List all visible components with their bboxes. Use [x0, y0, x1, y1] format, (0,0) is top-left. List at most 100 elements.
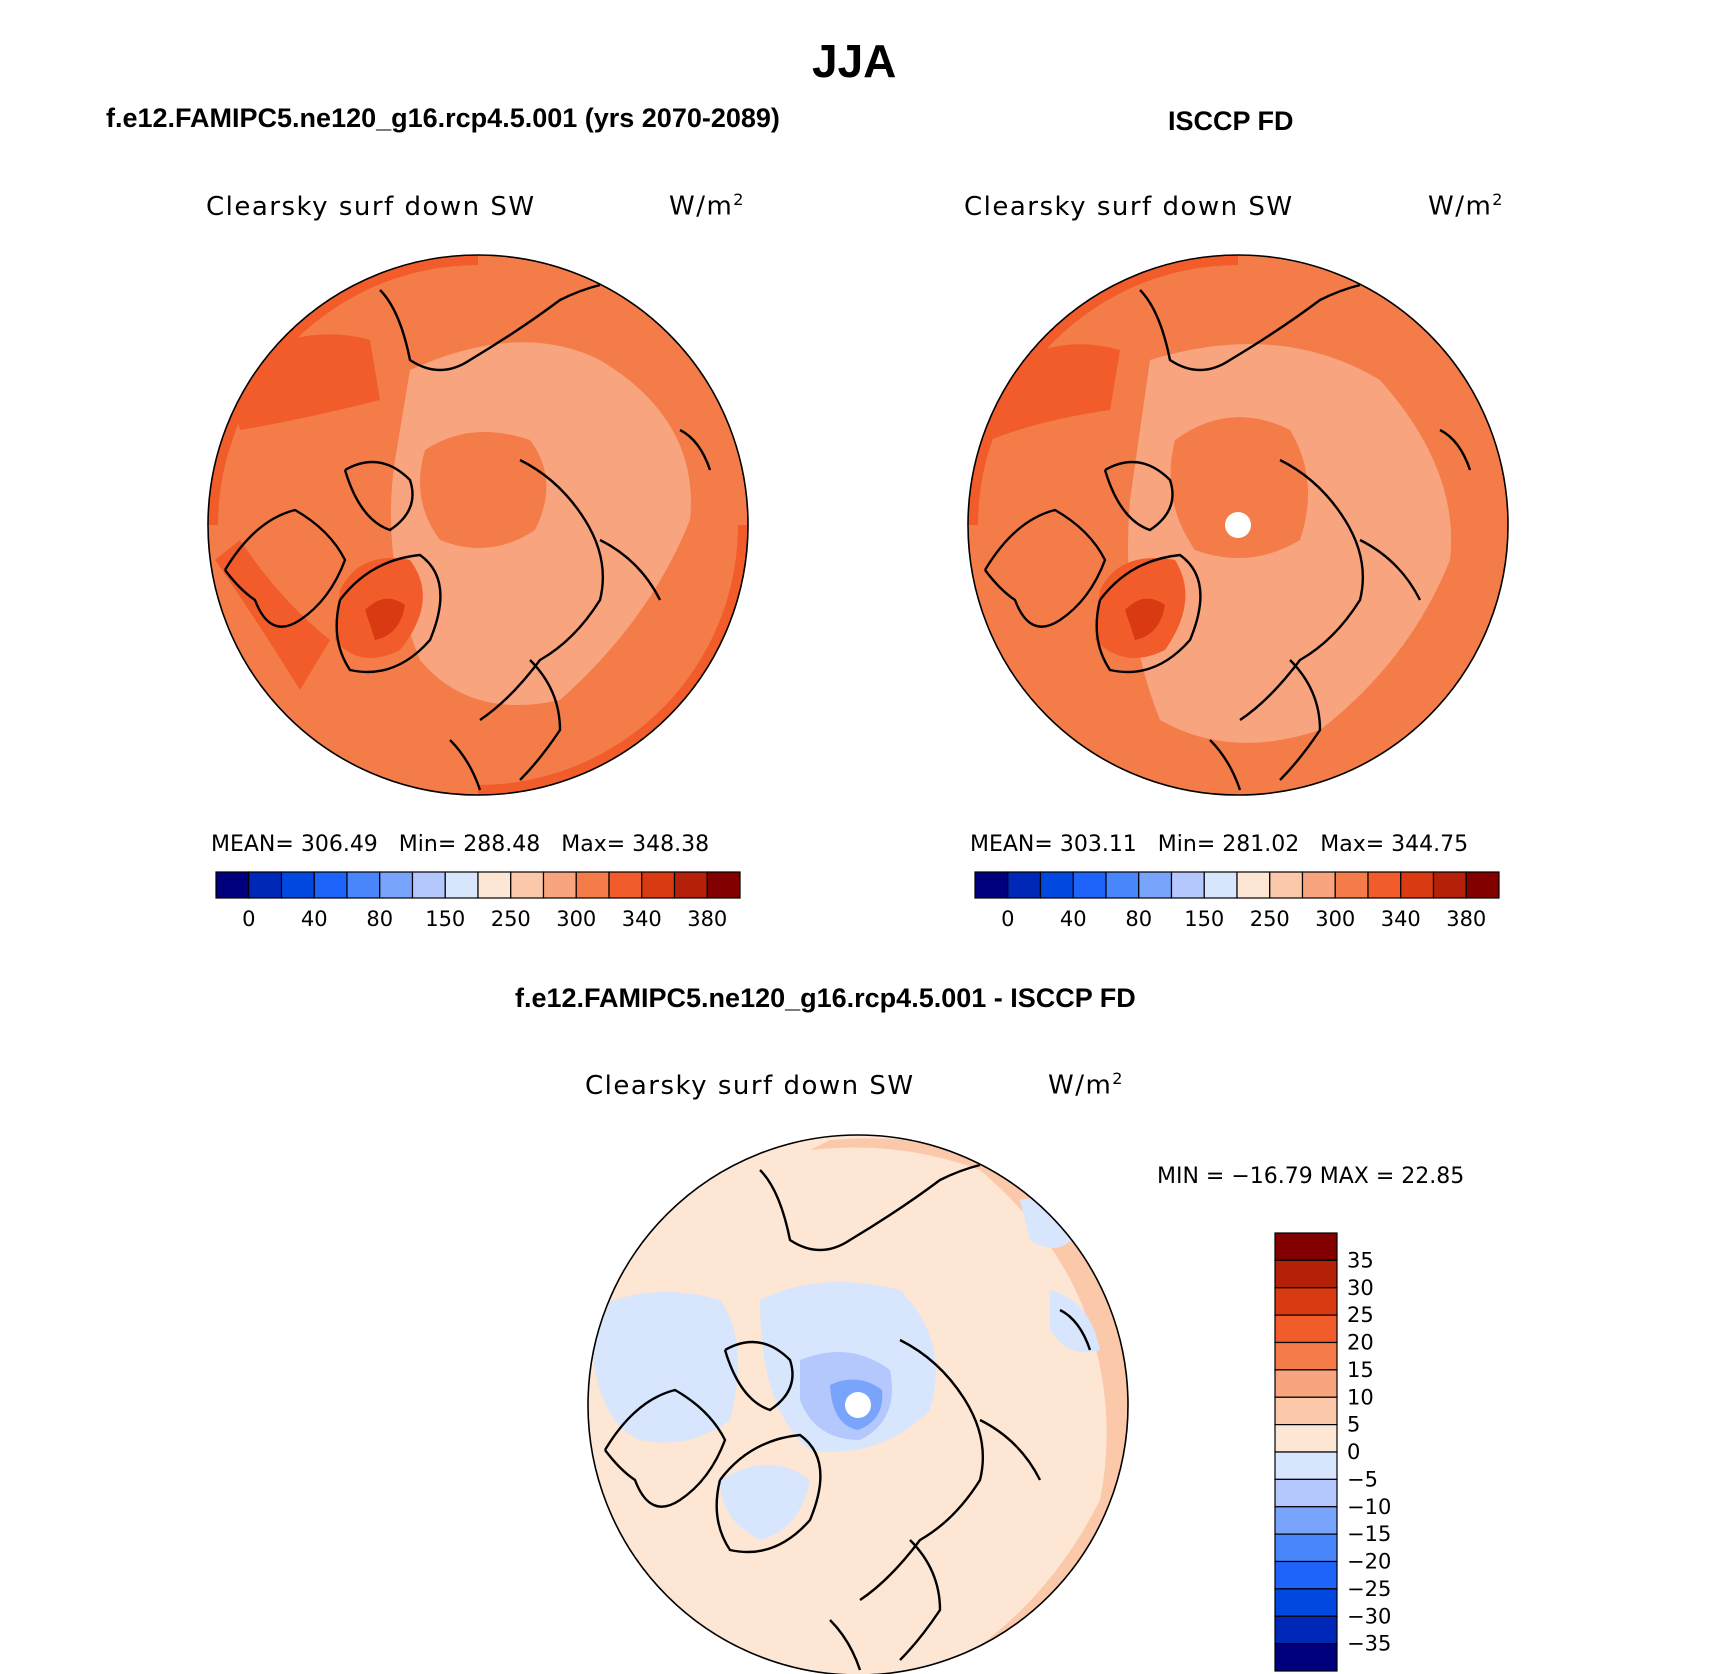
colorbar-tick-label: −15 — [1347, 1522, 1391, 1546]
colorbar-box — [1170, 871, 1205, 899]
model-colorbar: 0 40 80 150 250 300 340 380 — [215, 871, 741, 931]
colorbar-box — [1007, 871, 1042, 899]
colorbar-box — [379, 871, 414, 899]
colorbar-box — [1274, 1232, 1338, 1261]
colorbar-tick-label: 0 — [1001, 907, 1014, 931]
colorbar-tick-label: −20 — [1347, 1550, 1391, 1574]
colorbar-box — [1274, 1478, 1338, 1508]
diff-stats: MIN = −16.79 MAX = 22.85 — [1157, 1164, 1465, 1189]
diff-map-pole-hole — [845, 1392, 871, 1418]
colorbar-box — [641, 871, 676, 899]
colorbar-tick-label: 80 — [366, 907, 393, 931]
diff-variable-label: Clearsky surf down SW — [585, 1071, 915, 1101]
colorbar-tick-label: 30 — [1347, 1276, 1374, 1300]
colorbar-tick-label: 340 — [1381, 907, 1421, 931]
colorbar-tick-label: 250 — [1250, 907, 1290, 931]
obs-map-region-300-320-pole — [1170, 417, 1308, 558]
figure-title: JJA — [812, 35, 897, 87]
colorbar-box — [608, 871, 643, 899]
colorbar-box — [1274, 1533, 1338, 1563]
diff-map — [588, 1135, 1128, 1674]
colorbar-box — [1274, 1314, 1338, 1344]
colorbar-box — [1465, 871, 1500, 899]
colorbar-box — [1105, 871, 1140, 899]
diff-map-border — [587, 1134, 1129, 1674]
model-map-region-275-300 — [390, 342, 691, 705]
model-map-region-340-west — [215, 540, 330, 690]
obs-stats: MEAN= 303.11 Min= 281.02 Max= 344.75 — [970, 832, 1469, 857]
colorbar-box — [1274, 1424, 1338, 1453]
model-map-coastlines — [223, 283, 712, 791]
colorbar-tick-label: 0 — [1347, 1440, 1360, 1464]
colorbar-box — [1274, 1341, 1338, 1371]
colorbar-box — [1274, 1287, 1338, 1316]
colorbar-box — [510, 871, 545, 899]
obs-units-label: W/m2 — [1428, 190, 1504, 222]
model-variable-label: Clearsky surf down SW — [206, 192, 536, 222]
diff-units-label: W/m2 — [1048, 1069, 1124, 1101]
model-map-region-greenland-max — [365, 598, 405, 640]
diff-panel-title: f.e12.FAMIPC5.ne120_g16.rcp4.5.001 - ISC… — [515, 983, 1136, 1013]
diff-map-region-0-neg5-west — [590, 1292, 738, 1443]
colorbar-box — [1274, 1369, 1338, 1398]
colorbar-box — [248, 871, 283, 899]
colorbar-box — [1203, 871, 1238, 899]
model-map-border — [207, 254, 749, 796]
diff-colorbar: 35 30 25 20 15 10 5 0 −5 −10 −15 −20 −25 −30 −35 — [1274, 1232, 1391, 1672]
colorbar-tick-label: 80 — [1125, 907, 1152, 931]
colorbar-tick-label: 150 — [1184, 907, 1224, 931]
colorbar-box — [280, 871, 315, 899]
colorbar-tick-label: 0 — [242, 907, 255, 931]
colorbar-tick-label: 5 — [1347, 1413, 1360, 1437]
colorbar-box — [215, 871, 250, 899]
colorbar-tick-label: 340 — [622, 907, 662, 931]
colorbar-box — [444, 871, 479, 899]
colorbar-box — [974, 871, 1009, 899]
colorbar-tick-label: 150 — [425, 907, 465, 931]
colorbar-box — [1367, 871, 1402, 899]
obs-map-coastlines — [983, 283, 1472, 791]
obs-colorbar: 0 40 80 150 250 300 340 380 — [974, 871, 1500, 931]
obs-map-border — [967, 254, 1509, 796]
colorbar-box — [1138, 871, 1173, 899]
diff-map-region-0-neg5-greenland — [720, 1465, 810, 1540]
colorbar-tick-label: 20 — [1347, 1331, 1374, 1355]
colorbar-tick-label: 25 — [1347, 1303, 1374, 1327]
colorbar-tick-label: 300 — [1315, 907, 1355, 931]
colorbar-box — [1236, 871, 1271, 899]
obs-map — [968, 255, 1508, 795]
colorbar-tick-label: 10 — [1347, 1385, 1374, 1409]
colorbar-tick-label: 250 — [491, 907, 531, 931]
colorbar-box — [673, 871, 708, 899]
colorbar-box — [477, 871, 512, 899]
colorbar-box — [1274, 1451, 1338, 1480]
colorbar-tick-label: −25 — [1347, 1577, 1391, 1601]
colorbar-box — [1039, 871, 1074, 899]
colorbar-box — [1274, 1643, 1338, 1672]
model-stats: MEAN= 306.49 Min= 288.48 Max= 348.38 — [211, 832, 710, 857]
colorbar-tick-label: −10 — [1347, 1495, 1391, 1519]
obs-panel-title: ISCCP FD — [1168, 106, 1294, 136]
colorbar-box — [542, 871, 577, 899]
colorbar-box — [1432, 871, 1467, 899]
colorbar-tick-label: −5 — [1347, 1467, 1378, 1491]
colorbar-tick-label: 35 — [1347, 1248, 1374, 1272]
colorbar-box — [1269, 871, 1304, 899]
colorbar-box — [1301, 871, 1336, 899]
colorbar-tick-label: −30 — [1347, 1604, 1391, 1628]
colorbar-box — [1334, 871, 1369, 899]
colorbar-tick-label: 40 — [1060, 907, 1087, 931]
colorbar-box — [1274, 1615, 1338, 1645]
colorbar-tick-label: 380 — [687, 907, 727, 931]
colorbar-box — [1072, 871, 1107, 899]
colorbar-box — [346, 871, 381, 899]
colorbar-box — [411, 871, 446, 899]
model-map — [208, 255, 748, 795]
colorbar-box — [706, 871, 741, 899]
model-panel-title: f.e12.FAMIPC5.ne120_g16.rcp4.5.001 (yrs … — [106, 103, 780, 133]
colorbar-box — [313, 871, 348, 899]
colorbar-tick-label: 380 — [1446, 907, 1486, 931]
obs-map-region-greenland-max — [1125, 598, 1165, 640]
